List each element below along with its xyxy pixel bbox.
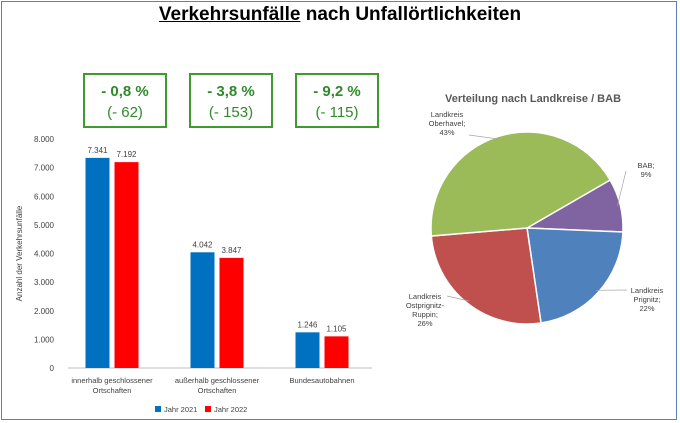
y-tick-label: 2.000 — [34, 307, 55, 316]
bar — [85, 157, 110, 368]
legend-label: Jahr 2021 — [164, 405, 197, 414]
slice-label: Landkreis — [431, 110, 464, 119]
x-tick-label: außerhalb geschlossener — [175, 376, 260, 385]
leader-line — [617, 170, 627, 206]
bar — [295, 332, 320, 368]
change-absolute: (- 153) — [208, 104, 254, 121]
x-tick-label: innerhalb geschlossener — [71, 376, 153, 385]
pie-slice — [430, 227, 542, 325]
data-label: 4.042 — [192, 240, 213, 249]
slice-label: BAB; — [637, 161, 654, 170]
x-tick-label: Ortschaften — [93, 386, 132, 395]
x-tick-label: Bundesautobahnen — [289, 376, 354, 385]
legend-swatch — [205, 406, 211, 412]
slice-label: Prignitz; — [633, 295, 660, 304]
change-box-bab: - 9,2 % (- 115) — [295, 73, 379, 128]
change-box-inner: - 0,8 % (- 62) — [83, 73, 167, 128]
y-tick-label: 8.000 — [34, 135, 55, 144]
bar — [114, 162, 139, 368]
slice-label: Landkreis — [631, 286, 664, 295]
y-tick-label: 5.000 — [34, 221, 55, 230]
title-rest: nach Unfallörtlichkeiten — [300, 4, 522, 25]
change-percent: - 0,8 % — [101, 83, 149, 100]
y-tick-label: 7.000 — [34, 164, 55, 173]
change-percent: - 9,2 % — [313, 83, 361, 100]
leader-line — [468, 134, 500, 140]
slice-label: Ostprignitz- — [406, 301, 445, 310]
change-box-outer: - 3,8 % (- 153) — [189, 73, 273, 128]
x-tick-label: Ortschaften — [198, 386, 237, 395]
legend-label: Jahr 2022 — [214, 405, 247, 414]
data-label: 7.341 — [87, 146, 108, 155]
legend-swatch — [155, 406, 161, 412]
bar — [219, 257, 244, 368]
slice-label: Landkreis — [409, 292, 442, 301]
change-absolute: (- 115) — [315, 104, 359, 121]
slice-label: Ruppin; — [412, 310, 438, 319]
change-absolute: (- 62) — [107, 104, 143, 121]
y-tick-label: 0 — [50, 364, 55, 373]
slice-label: Oberhavel; — [429, 119, 466, 128]
data-label: 1.105 — [326, 324, 347, 333]
data-label: 1.246 — [297, 320, 318, 329]
bar — [190, 252, 215, 368]
y-tick-label: 4.000 — [34, 250, 55, 259]
y-tick-label: 1.000 — [34, 335, 55, 344]
change-percent: - 3,8 % — [207, 83, 255, 100]
pie-slice — [430, 131, 612, 237]
data-label: 3.847 — [221, 246, 242, 255]
slice-label: 9% — [641, 170, 652, 179]
data-label: 7.192 — [116, 150, 137, 159]
page-title: Verkehrsunfälle nach Unfallörtlichkeiten — [0, 4, 680, 26]
slice-label: 43% — [439, 128, 454, 137]
title-underlined: Verkehrsunfälle — [158, 4, 301, 25]
pie-title: Verteilung nach Landkreise / BAB — [445, 93, 621, 105]
leader-line — [446, 295, 470, 302]
y-tick-label: 6.000 — [34, 192, 55, 201]
bar — [324, 336, 349, 368]
slice-label: 26% — [417, 319, 432, 328]
pie-slice — [526, 227, 624, 324]
y-tick-label: 3.000 — [34, 278, 55, 287]
slice-label: 22% — [639, 304, 654, 313]
y-axis-label: Anzahl der Verkehrsunfälle — [15, 205, 24, 301]
